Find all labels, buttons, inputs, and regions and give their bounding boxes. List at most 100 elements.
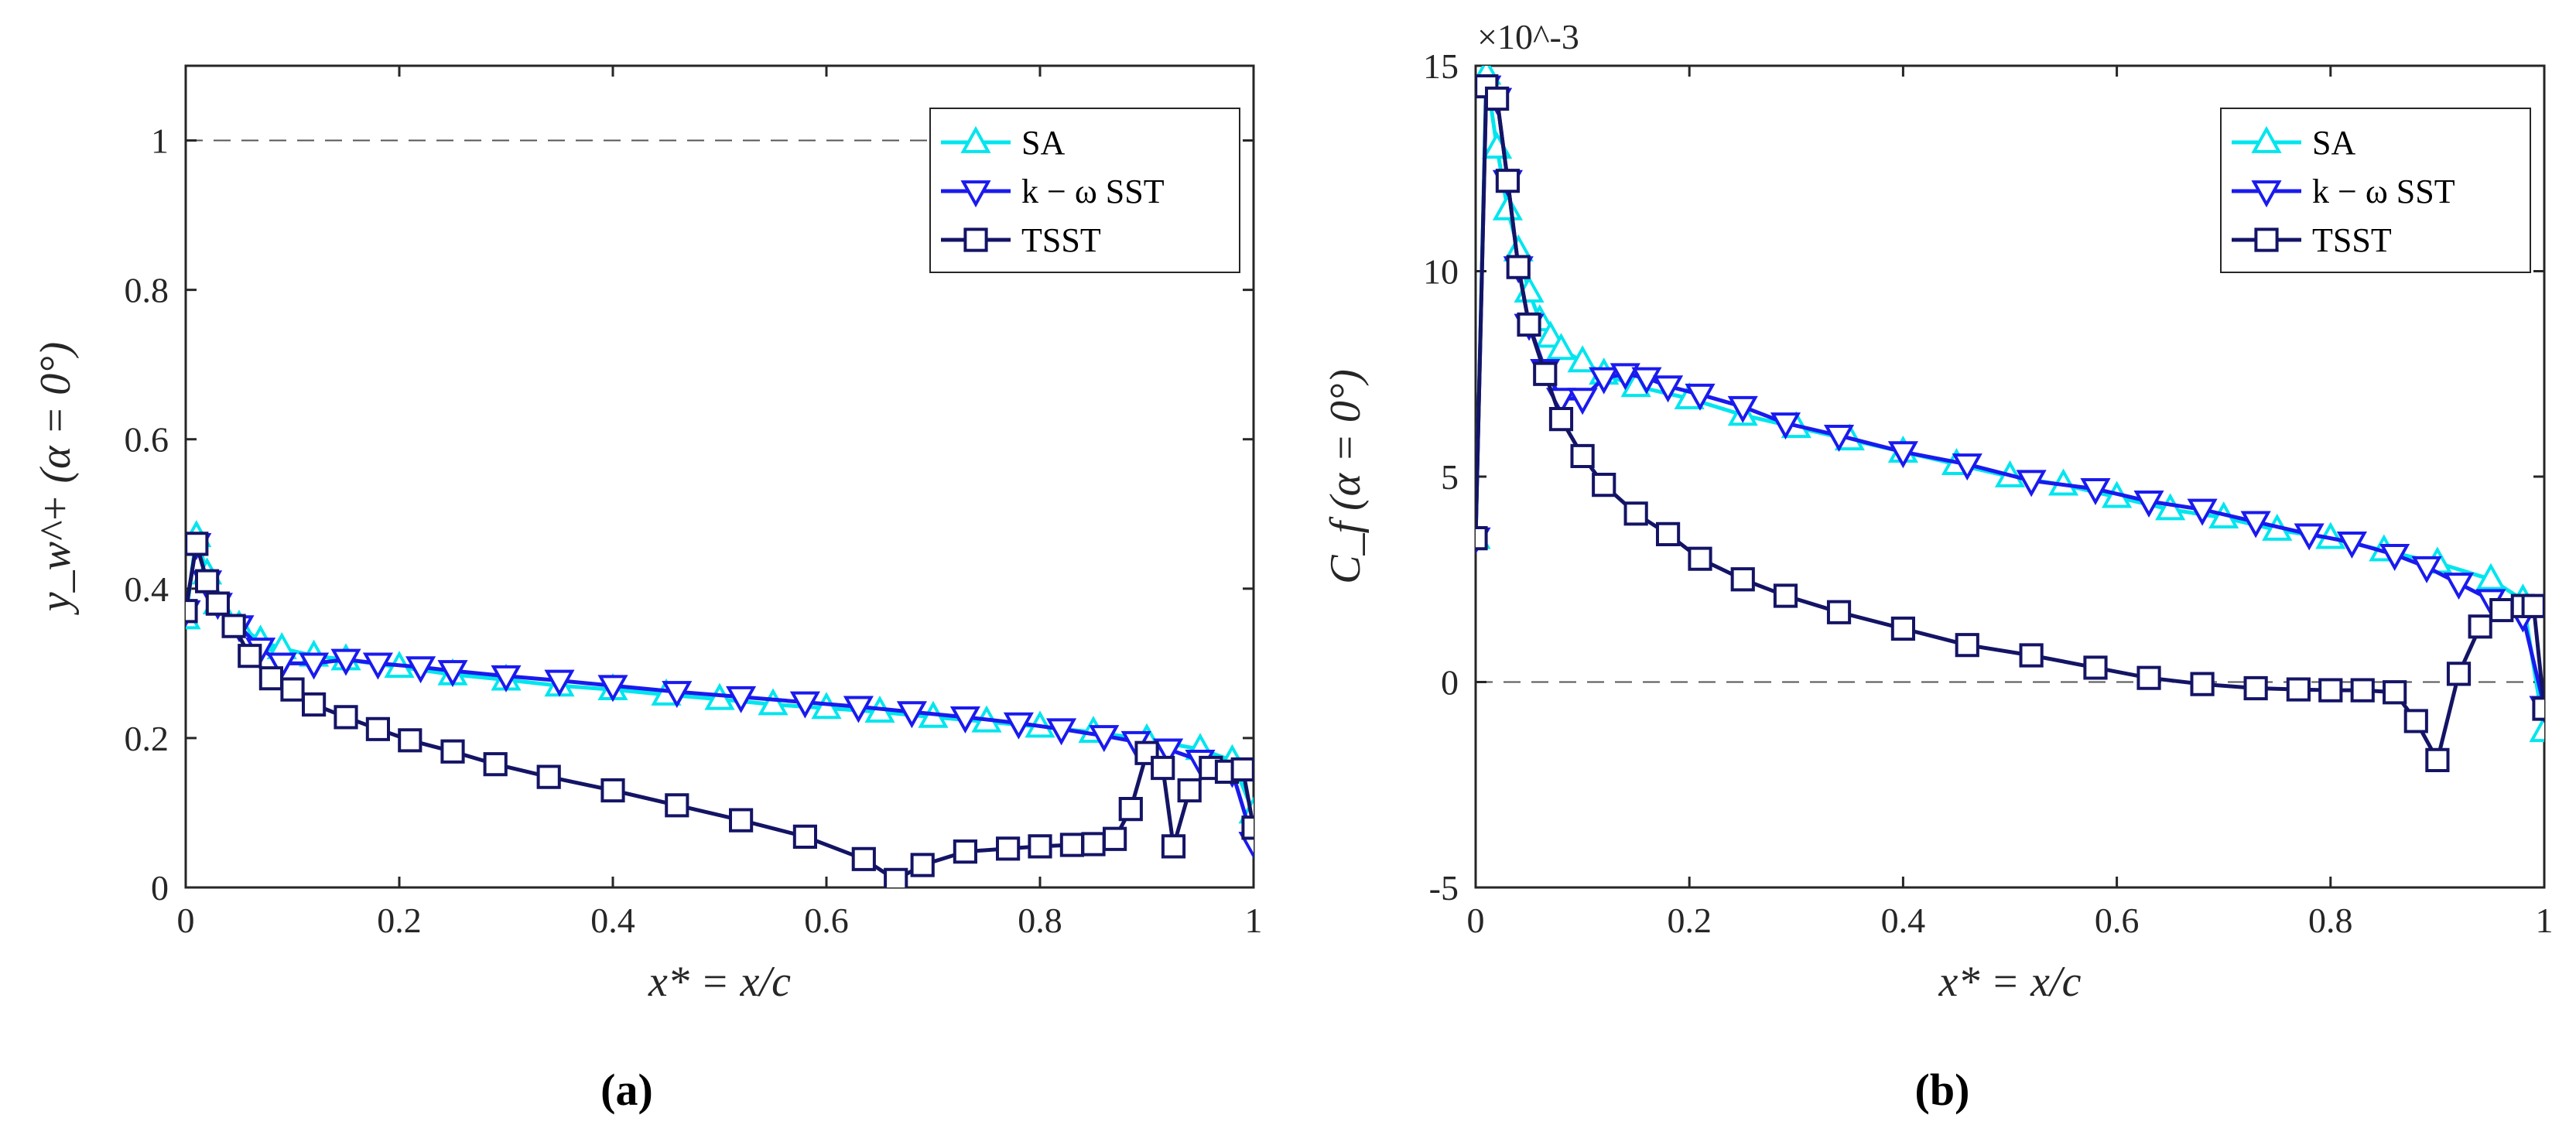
data-point — [792, 824, 817, 849]
data-point — [1161, 834, 1186, 859]
data-point — [2019, 643, 2044, 668]
data-point — [2136, 665, 2161, 690]
data-point — [2336, 532, 2367, 559]
legend-marker — [960, 180, 991, 208]
data-point — [2350, 678, 2375, 703]
data-point — [2240, 511, 2271, 539]
data-point — [1623, 501, 1648, 526]
data-point — [2446, 662, 2472, 686]
data-point — [843, 696, 874, 723]
legend-label: SA — [2312, 124, 2355, 162]
data-point — [2187, 498, 2218, 526]
data-point — [440, 739, 465, 764]
data-point — [662, 681, 693, 709]
data-point — [2243, 675, 2268, 701]
data-point — [1730, 567, 1755, 592]
data-point — [2318, 678, 2343, 703]
x-tick-label: 0 — [177, 901, 195, 940]
data-point — [2489, 597, 2514, 623]
data-point — [238, 644, 262, 668]
data-point — [186, 599, 198, 624]
panel-caption: (a) — [600, 1065, 653, 1115]
data-point — [1567, 388, 1598, 415]
data-point — [2190, 672, 2215, 696]
y-tick-label: 1 — [151, 121, 169, 161]
legend-marker — [2254, 227, 2279, 252]
data-point — [1548, 407, 1574, 432]
axes-frame — [184, 64, 1255, 889]
data-point — [1103, 826, 1127, 851]
data-point — [536, 764, 561, 789]
data-point — [1241, 815, 1254, 840]
data-point — [2083, 655, 2108, 680]
data-point — [2155, 493, 2186, 521]
data-point — [1028, 834, 1052, 859]
y-tick-label: 0.6 — [125, 420, 169, 460]
data-point — [2425, 747, 2450, 772]
y-tick-label: 0.4 — [125, 569, 169, 609]
data-point — [1003, 712, 1034, 740]
data-point — [1727, 395, 1758, 423]
x-tick-label: 0.6 — [2095, 901, 2140, 940]
data-point — [1567, 345, 1598, 373]
x-tick-label: 0.6 — [804, 901, 849, 940]
data-point — [2379, 543, 2410, 571]
data-point — [1476, 526, 1488, 551]
data-point — [665, 793, 689, 818]
data-point — [365, 716, 390, 741]
data-point — [195, 569, 220, 593]
data-point — [2443, 573, 2475, 600]
data-point — [221, 614, 246, 638]
y-tick-label: 10 — [1423, 252, 1459, 292]
data-point — [1631, 367, 1662, 395]
y-multiplier: ×10^-3 — [1477, 17, 1579, 56]
panel-caption: (b) — [1915, 1065, 1970, 1115]
data-point — [2532, 696, 2544, 721]
data-point — [1589, 367, 1620, 395]
data-point — [2521, 593, 2544, 618]
data-point — [398, 728, 422, 753]
data-point — [1770, 412, 1801, 440]
legend-label: SA — [1021, 124, 1065, 162]
data-point — [1955, 633, 1979, 658]
legend-label: TSST — [1021, 221, 1101, 259]
data-point — [1089, 725, 1120, 753]
legend-label: TSST — [2312, 221, 2392, 259]
data-point — [1492, 193, 1523, 221]
data-point — [2133, 490, 2164, 518]
legend-marker — [2251, 180, 2282, 208]
data-point — [789, 691, 820, 719]
x-tick-label: 0 — [1467, 901, 1485, 940]
data-point — [1495, 169, 1521, 193]
data-point — [1890, 616, 1915, 641]
data-point — [2286, 677, 2311, 702]
data-point — [1485, 86, 1510, 111]
legend-label: k − ω SST — [2312, 173, 2455, 210]
data-point — [2475, 562, 2506, 590]
data-point — [1887, 441, 1918, 469]
data-point — [2529, 715, 2544, 743]
data-point — [1151, 755, 1175, 781]
data-point — [1506, 255, 1531, 279]
data-point — [600, 778, 625, 803]
x-tick-label: 0.2 — [377, 901, 422, 940]
data-point — [2080, 478, 2111, 506]
data-point — [280, 677, 305, 702]
data-point — [330, 648, 361, 676]
plot-area — [186, 520, 1254, 887]
y-tick-label: 0 — [1441, 663, 1459, 703]
data-point — [483, 752, 508, 777]
data-point — [1059, 833, 1084, 857]
data-point — [1688, 546, 1712, 571]
data-point — [1517, 312, 1541, 337]
data-point — [910, 853, 935, 877]
data-point — [2468, 614, 2492, 639]
panel-a: 0 0.2 0.4 0.6 0.8 1 0 0.2 0.4 0.6 0.8 1 x* = x/c y_w^… — [32, 64, 1263, 1115]
plot-area — [1476, 66, 2544, 772]
data-point — [266, 652, 297, 680]
data-point — [544, 669, 575, 697]
legend-label: k − ω SST — [1021, 173, 1165, 210]
x-tick-label: 0.8 — [2308, 901, 2353, 940]
data-point — [1533, 361, 1558, 386]
